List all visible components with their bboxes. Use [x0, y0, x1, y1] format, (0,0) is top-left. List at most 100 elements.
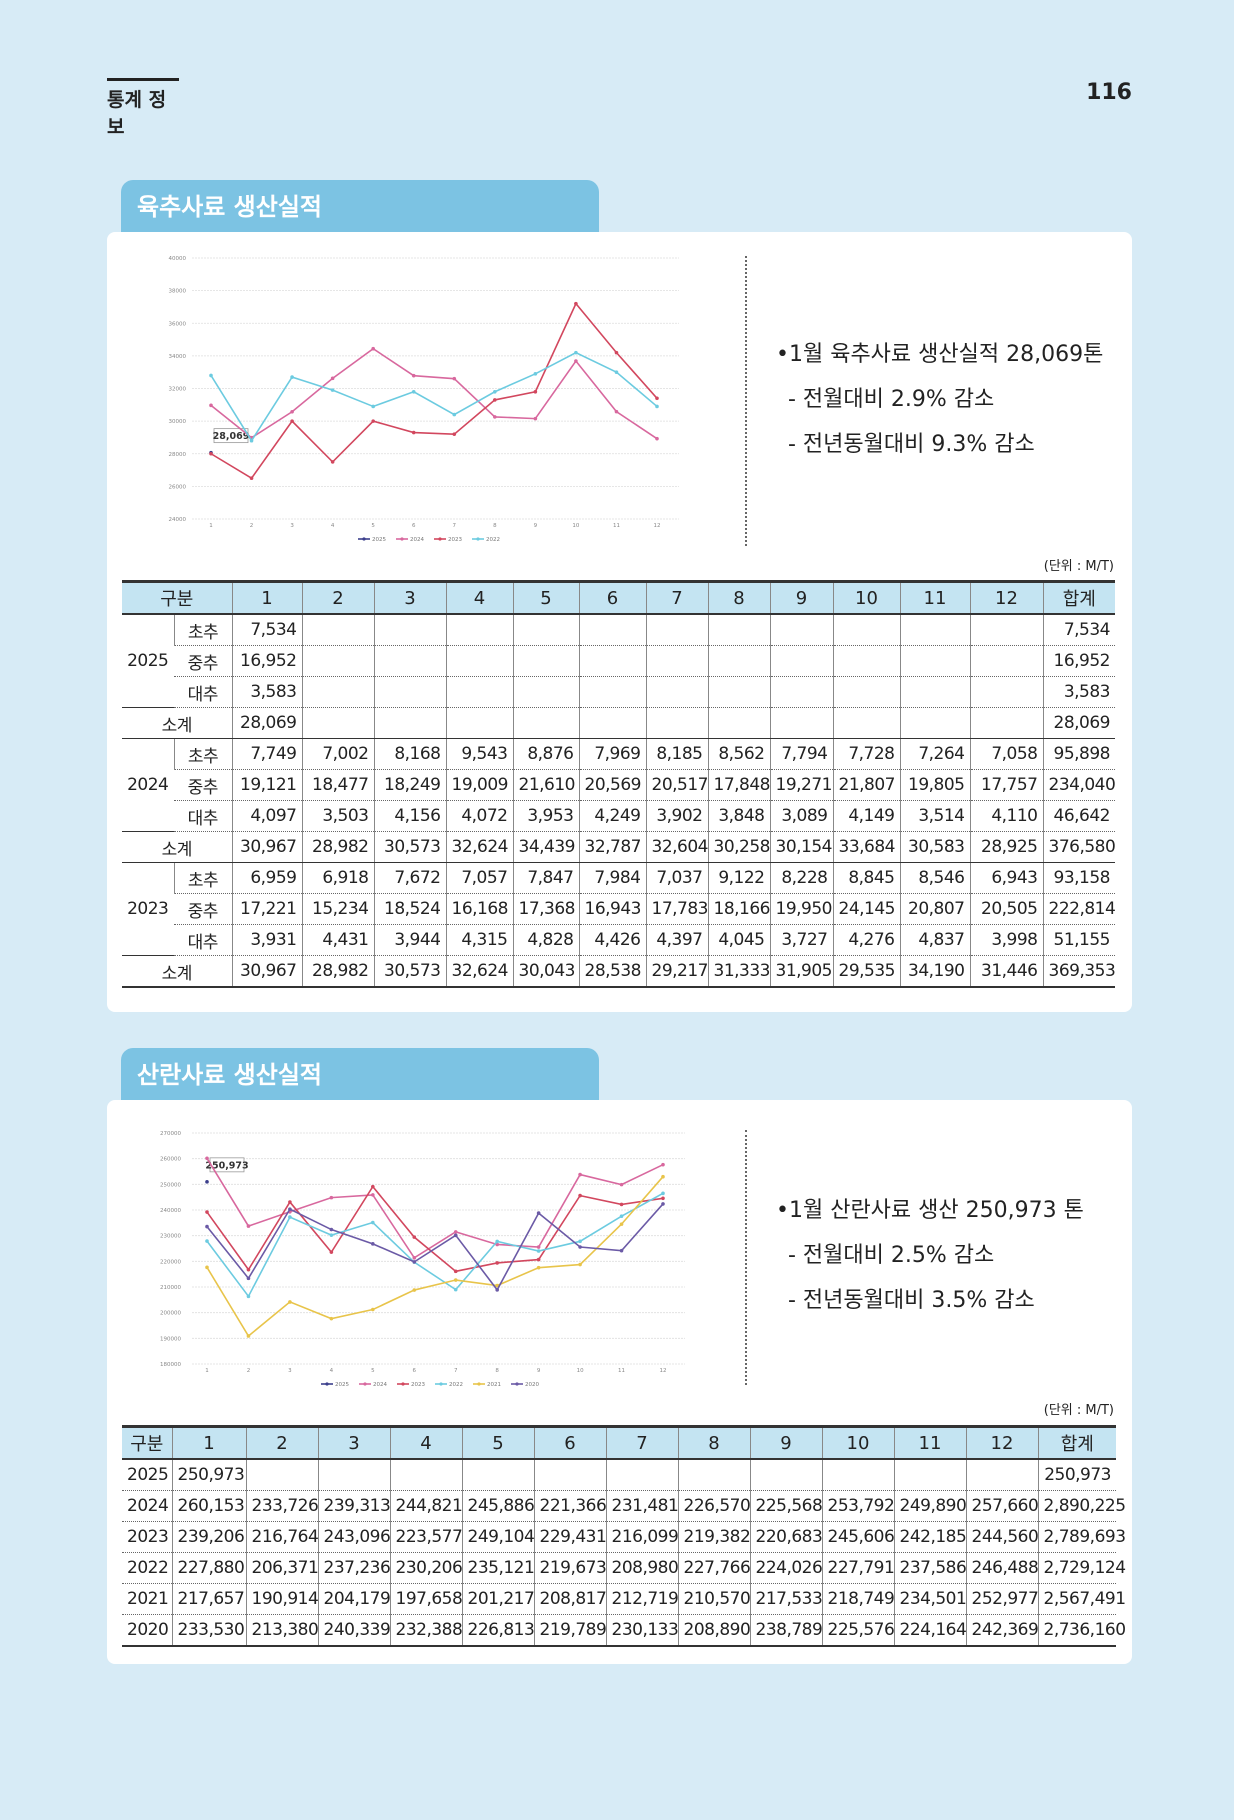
- point: [371, 1242, 375, 1246]
- table-cell: 7,749: [231, 738, 302, 770]
- point: [619, 1202, 624, 1207]
- point: [495, 1239, 499, 1244]
- data-label: 250,973: [205, 1160, 248, 1171]
- table-cell: [707, 707, 770, 739]
- point: [661, 1162, 665, 1167]
- table-cell: 3,089: [769, 800, 833, 832]
- data-label: 28,069: [213, 431, 250, 442]
- table-cell: 3,514: [899, 800, 970, 832]
- point: [495, 1288, 499, 1292]
- bullets: •1월 육추사료 생산실적 28,069톤 - 전월대비 2.9% 감소 - 전…: [776, 332, 1103, 467]
- table-cell: 18,477: [301, 769, 374, 801]
- table-cell: 6,943: [969, 862, 1043, 894]
- header-cell: 구분: [122, 1425, 172, 1460]
- table-cell: 204,179: [317, 1583, 391, 1615]
- table-cell: 31,333: [707, 955, 770, 988]
- point: [246, 1334, 251, 1338]
- series-line: [210, 351, 658, 443]
- point: [371, 346, 375, 351]
- bullet: - 전년동월대비 3.5% 감소: [788, 1288, 1035, 1313]
- x-tick-label: 8: [495, 1368, 499, 1374]
- legend-label: 2024: [410, 537, 424, 543]
- y-tick-label: 260000: [160, 1157, 181, 1163]
- table-cell: 239,206: [171, 1521, 246, 1553]
- point: [661, 1196, 665, 1201]
- table-cell: 30,967: [231, 955, 302, 988]
- table-cell: 233,530: [171, 1614, 246, 1647]
- table-cell: 227,766: [677, 1552, 751, 1584]
- legend-label: 2023: [411, 1382, 425, 1388]
- table-cell: 19,950: [769, 893, 833, 925]
- table-cell: 29,217: [645, 955, 708, 988]
- y-tick-label: 240000: [160, 1208, 181, 1214]
- table-cell: 8,876: [512, 738, 579, 770]
- year-cell: 2022: [122, 1552, 172, 1584]
- table-cell: 30,258: [707, 831, 770, 863]
- table-cell: 2,890,225: [1037, 1490, 1126, 1522]
- table-cell: 217,533: [749, 1583, 823, 1615]
- table-cell: [769, 676, 833, 708]
- table-cell: [821, 1459, 894, 1491]
- table-cell: 9,122: [707, 862, 770, 894]
- legend-dot: [362, 537, 366, 541]
- table-cell: 16,952: [1042, 645, 1115, 677]
- table-cell: 4,149: [832, 800, 900, 832]
- x-tick-label: 4: [331, 523, 335, 529]
- legend-label: 2020: [525, 1382, 539, 1388]
- table-cell: 212,719: [605, 1583, 679, 1615]
- legend-label: 2022: [449, 1382, 463, 1388]
- table-cell: [578, 614, 646, 646]
- table-cell: 223,577: [389, 1521, 463, 1553]
- point: [493, 415, 497, 419]
- table-cell: 4,431: [301, 924, 374, 956]
- table-cell: 4,110: [969, 800, 1043, 832]
- header-cell: 6: [578, 580, 646, 615]
- table-cell: 29,535: [832, 955, 900, 988]
- table-cell: 4,045: [707, 924, 770, 956]
- header-row: 구분 1 2 3 4 5 6 7 8 9 10 11 12 합계: [122, 580, 1115, 615]
- header-cell: 8: [707, 580, 770, 615]
- table-cell: 201,217: [461, 1583, 535, 1615]
- point: [578, 1262, 582, 1267]
- table-cell: 17,783: [645, 893, 708, 925]
- table-cell: 7,534: [1042, 614, 1115, 646]
- table-cell: 8,845: [832, 862, 900, 894]
- y-tick-label: 38000: [169, 289, 187, 295]
- point: [495, 1261, 499, 1265]
- table-cell: [707, 676, 770, 708]
- point: [453, 1287, 458, 1292]
- table-cell: [605, 1459, 678, 1491]
- table-cell: [512, 676, 579, 708]
- table-cell: 3,931: [231, 924, 302, 956]
- point: [290, 409, 294, 414]
- row: 2024 260,153 233,726 239,313 244,821 245,886 2…: [122, 1490, 1126, 1522]
- table-cell: 7,002: [301, 738, 374, 770]
- table-cell: 19,009: [445, 769, 513, 801]
- table-cell: 4,828: [512, 924, 579, 956]
- y-tick-label: 200000: [160, 1311, 181, 1317]
- table-cell: 7,794: [769, 738, 833, 770]
- table-cell: 3,583: [231, 676, 302, 708]
- table-cell: [445, 676, 513, 708]
- point: [412, 1256, 417, 1260]
- point: [371, 1307, 375, 1312]
- table-cell: 3,503: [301, 800, 374, 832]
- point: [249, 476, 254, 481]
- table-cell: [301, 614, 374, 646]
- table-cell: 7,058: [969, 738, 1043, 770]
- row: 중추 17,221 15,234 18,524 16,168 17,368 16,943 17…: [122, 893, 1116, 925]
- point: [371, 419, 375, 423]
- table-cell: 30,043: [512, 955, 579, 988]
- table-cell: 210,570: [677, 1583, 751, 1615]
- table-cell: 240,339: [317, 1614, 391, 1647]
- table-cell: 2,567,491: [1037, 1583, 1126, 1615]
- series-line: [206, 1192, 664, 1298]
- header-cell: 10: [821, 1425, 894, 1460]
- point: [205, 1239, 209, 1243]
- table-cell: 7,672: [373, 862, 446, 894]
- table-cell: 216,764: [245, 1521, 319, 1553]
- table-cell: 4,097: [231, 800, 302, 832]
- row-label: 초추: [173, 862, 232, 894]
- table-cell: 7,728: [832, 738, 900, 770]
- header-cell: 11: [893, 1425, 966, 1460]
